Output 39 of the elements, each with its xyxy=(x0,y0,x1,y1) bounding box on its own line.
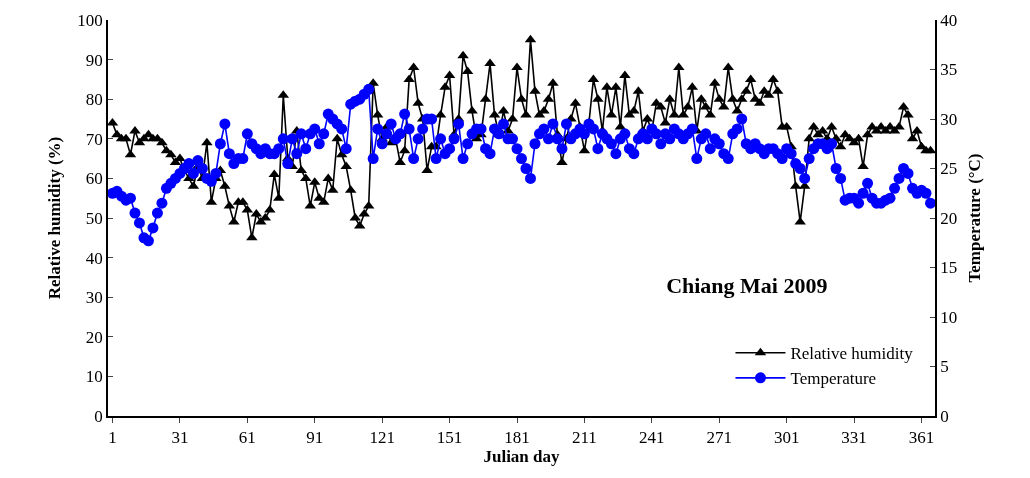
y2-axis-title: Temperature (°C) xyxy=(965,153,985,283)
y-tick-label: 50 xyxy=(85,208,103,228)
x-tick-label: 31 xyxy=(171,428,189,448)
x-tick-label: 301 xyxy=(773,428,800,448)
y-tick-label: 60 xyxy=(85,169,103,189)
y-tick-label: 90 xyxy=(85,50,103,70)
y2-tick-label: 5 xyxy=(940,357,949,377)
x-tick-label: 271 xyxy=(706,428,733,448)
y-tick-label: 0 xyxy=(94,406,103,426)
x-tick-label: 121 xyxy=(369,428,395,448)
y-tick-label: 40 xyxy=(85,248,103,268)
y2-tick-label: 15 xyxy=(940,258,958,278)
y2-tick-label: 20 xyxy=(940,208,958,228)
y2-tick-label: 0 xyxy=(940,406,949,426)
x-tick-label: 151 xyxy=(436,428,463,448)
y2-tick-label: 10 xyxy=(940,307,958,327)
y-tick-label: 20 xyxy=(85,327,103,347)
x-tick-label: 181 xyxy=(504,428,530,448)
legend-label: Relative humidity xyxy=(790,344,914,364)
y-tick-label: 10 xyxy=(85,367,103,387)
y2-tick-label: 30 xyxy=(940,109,958,129)
x-tick-label: 61 xyxy=(238,428,256,448)
legend-label: Temperature xyxy=(790,369,877,389)
y-axis-title: Relative humidity (%) xyxy=(45,136,65,300)
x-tick-label: 1 xyxy=(108,428,117,448)
x-tick-label: 241 xyxy=(639,428,665,448)
x-tick-label: 331 xyxy=(841,428,867,448)
x-tick-label: 91 xyxy=(306,428,324,448)
y-tick-label: 100 xyxy=(77,10,103,30)
y-tick-label: 80 xyxy=(85,90,103,110)
text: Chiang Mai 2009 xyxy=(666,273,828,299)
x-tick-label: 211 xyxy=(571,428,597,448)
x-tick-label: 361 xyxy=(908,428,935,448)
y2-tick-label: 40 xyxy=(940,10,958,30)
y2-tick-label: 25 xyxy=(940,159,958,179)
y-tick-label: 70 xyxy=(85,129,103,149)
x-axis-title: Julian day xyxy=(483,447,561,467)
y-tick-label: 30 xyxy=(85,288,103,308)
y2-tick-label: 35 xyxy=(940,60,958,80)
